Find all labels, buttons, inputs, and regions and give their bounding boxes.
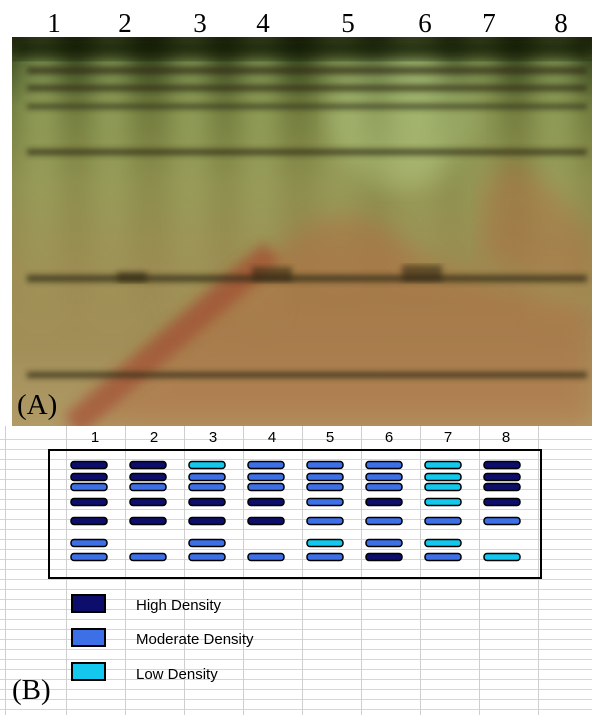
gel-image-panel: 1 2 3 4 5 6 7 8 [12,8,592,426]
band-moderate-density [129,482,167,492]
legend-swatch-low [71,662,106,681]
band-high-density [365,497,403,507]
band-low-density [306,538,344,548]
legend-swatch-high [71,594,106,613]
gel-lane-number: 3 [193,8,207,38]
band-low-density [424,460,462,470]
schematic-column-number: 8 [501,429,511,446]
band-moderate-density [306,472,344,482]
gel-lane-number: 2 [118,8,132,38]
band-moderate-density [188,482,226,492]
schematic-column-number: 7 [443,429,453,446]
band-high-density [365,552,403,562]
schematic-panel: 1 2 3 4 5 6 7 8 High Density Moderate De… [0,426,592,715]
schematic-column-number: 4 [267,429,277,446]
band-moderate-density [188,538,226,548]
panel-a-label: (A) [17,389,58,421]
schematic-column-number: 5 [325,429,335,446]
band-moderate-density [188,472,226,482]
band-moderate-density [188,552,226,562]
gel-lane-number: 4 [256,8,270,38]
band-high-density [188,516,226,526]
band-moderate-density [365,472,403,482]
band-moderate-density [247,552,285,562]
panel-b-label: (B) [12,674,51,706]
band-moderate-density [306,460,344,470]
gel-photograph [12,37,592,426]
band-high-density [129,472,167,482]
band-moderate-density [306,482,344,492]
band-moderate-density [129,552,167,562]
schematic-column-number: 3 [208,429,218,446]
gel-lane-number: 7 [482,8,496,38]
band-moderate-density [483,516,521,526]
band-high-density [483,460,521,470]
gel-photo-graphic [12,37,592,426]
band-high-density [70,472,108,482]
band-high-density [247,516,285,526]
band-low-density [424,497,462,507]
schematic-column-number: 2 [149,429,159,446]
legend-label-high: High Density [136,597,222,614]
band-high-density [70,516,108,526]
band-low-density [424,482,462,492]
band-schematic [70,460,521,562]
gel-lane-number: 1 [47,8,61,38]
band-moderate-density [424,552,462,562]
schematic-column-number: 6 [384,429,394,446]
band-moderate-density [306,497,344,507]
band-high-density [483,482,521,492]
band-moderate-density [365,482,403,492]
band-moderate-density [365,516,403,526]
band-moderate-density [306,552,344,562]
band-low-density [483,552,521,562]
legend-label-moderate: Moderate Density [136,631,254,648]
band-high-density [483,472,521,482]
band-schematic-frame [48,449,542,579]
band-high-density [129,516,167,526]
band-moderate-density [365,460,403,470]
band-moderate-density [70,552,108,562]
band-moderate-density [247,472,285,482]
band-moderate-density [306,516,344,526]
legend-swatch-moderate [71,628,106,647]
band-low-density [424,538,462,548]
band-high-density [70,460,108,470]
band-moderate-density [70,538,108,548]
schematic-column-number: 1 [90,429,100,446]
band-high-density [129,497,167,507]
band-high-density [188,497,226,507]
legend-label-low: Low Density [136,666,218,683]
gel-lane-number: 8 [554,8,568,38]
band-moderate-density [247,482,285,492]
band-high-density [129,460,167,470]
gel-lane-number: 6 [418,8,432,38]
gel-lane-number: 5 [341,8,355,38]
band-low-density [424,472,462,482]
band-moderate-density [70,482,108,492]
band-low-density [188,460,226,470]
band-high-density [247,497,285,507]
band-moderate-density [365,538,403,548]
band-moderate-density [424,516,462,526]
band-moderate-density [247,460,285,470]
band-high-density [483,497,521,507]
band-high-density [70,497,108,507]
